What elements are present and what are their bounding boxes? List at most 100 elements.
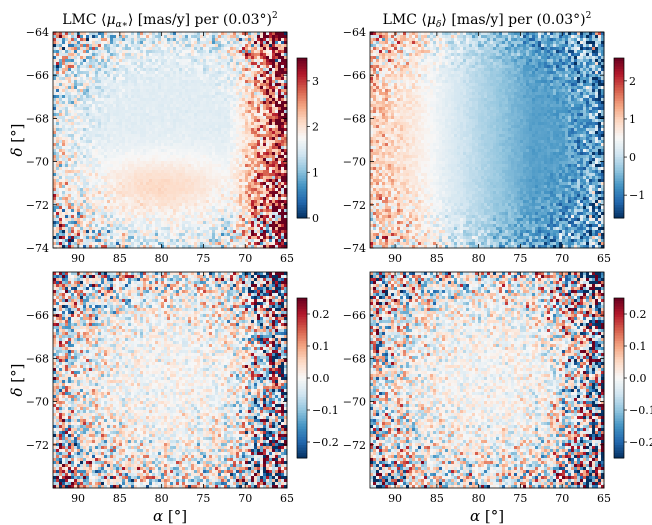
heatmap-cell — [92, 95, 96, 99]
heatmap-cell — [71, 158, 75, 162]
heatmap-cell — [158, 41, 162, 45]
heatmap-cell — [248, 74, 252, 78]
heatmap-cell — [272, 47, 276, 51]
heatmap-cell — [125, 173, 129, 177]
heatmap-cell — [83, 119, 87, 123]
heatmap-cell — [74, 173, 78, 177]
heatmap-cell — [113, 137, 117, 141]
heatmap-cell — [170, 89, 174, 93]
heatmap-cell — [92, 101, 96, 105]
heatmap-cell — [278, 185, 282, 189]
heatmap-cell — [233, 212, 237, 216]
heatmap-cell — [152, 47, 156, 51]
heatmap-cell — [119, 215, 123, 219]
heatmap-cell — [125, 143, 129, 147]
heatmap-cell — [134, 185, 138, 189]
heatmap-cell — [173, 134, 177, 138]
heatmap-cell — [56, 86, 60, 90]
heatmap-cell — [209, 44, 213, 48]
heatmap-cell — [86, 146, 90, 150]
heatmap-cell — [173, 215, 177, 219]
heatmap-cell — [245, 200, 249, 204]
heatmap-cell — [182, 221, 186, 225]
heatmap-cell — [215, 86, 219, 90]
heatmap-cell — [224, 158, 228, 162]
heatmap-cell — [77, 152, 81, 156]
heatmap-cell — [146, 203, 150, 207]
heatmap-cell — [134, 137, 138, 141]
heatmap-cell — [146, 125, 150, 129]
heatmap-cell — [119, 179, 123, 183]
heatmap-cell — [230, 98, 234, 102]
heatmap-cell — [53, 65, 57, 69]
heatmap-cell — [77, 131, 81, 135]
heatmap-cell — [203, 32, 207, 36]
heatmap-cell — [167, 185, 171, 189]
heatmap-cell — [203, 158, 207, 162]
heatmap-cell — [248, 107, 252, 111]
heatmap-cell — [239, 212, 243, 216]
heatmap-cell — [146, 44, 150, 48]
heatmap-cell — [212, 161, 216, 165]
heatmap-cell — [254, 35, 258, 39]
heatmap-cell — [182, 110, 186, 114]
heatmap-cell — [257, 206, 261, 210]
heatmap-cell — [158, 119, 162, 123]
heatmap-cell — [269, 128, 273, 132]
heatmap-cell — [221, 122, 225, 126]
heatmap-cell — [230, 83, 234, 87]
heatmap-cell — [284, 140, 288, 144]
heatmap-cell — [200, 68, 204, 72]
heatmap-cell — [203, 71, 207, 75]
heatmap-cell — [206, 221, 210, 225]
heatmap-cell — [86, 59, 90, 63]
heatmap-cell — [161, 149, 165, 153]
heatmap-cell — [206, 86, 210, 90]
heatmap-cell — [125, 68, 129, 72]
heatmap-cell — [68, 164, 72, 168]
heatmap-cell — [164, 95, 168, 99]
heatmap-cell — [239, 209, 243, 213]
heatmap-cell — [242, 50, 246, 54]
heatmap-cell — [278, 80, 282, 84]
heatmap-cell — [281, 197, 285, 201]
heatmap-cell — [131, 50, 135, 54]
heatmap-cell — [140, 98, 144, 102]
heatmap-cell — [203, 128, 207, 132]
heatmap-cell — [116, 212, 120, 216]
heatmap-cell — [179, 155, 183, 159]
heatmap-cell — [146, 194, 150, 198]
heatmap-cell — [62, 80, 66, 84]
heatmap-cell — [185, 113, 189, 117]
heatmap-cell — [125, 113, 129, 117]
heatmap-cell — [92, 32, 96, 36]
heatmap-cell — [53, 116, 57, 120]
heatmap-cell — [227, 134, 231, 138]
heatmap-cell — [254, 143, 258, 147]
heatmap-cell — [284, 92, 288, 96]
heatmap-cell — [146, 149, 150, 153]
heatmap-cell — [74, 155, 78, 159]
heatmap-cell — [233, 80, 237, 84]
heatmap-cell — [86, 149, 90, 153]
heatmap-cell — [197, 182, 201, 186]
heatmap-cell — [206, 131, 210, 135]
heatmap-cell — [113, 101, 117, 105]
heatmap-cell — [212, 143, 216, 147]
heatmap-cell — [131, 41, 135, 45]
heatmap-cell — [98, 197, 102, 201]
heatmap-cell — [155, 107, 159, 111]
heatmap-cell — [260, 104, 264, 108]
heatmap-cell — [92, 107, 96, 111]
heatmap-cell — [155, 101, 159, 105]
heatmap-cell — [266, 122, 270, 126]
heatmap-cell — [161, 197, 165, 201]
heatmap-cell — [128, 155, 132, 159]
heatmap-cell — [71, 155, 75, 159]
heatmap-cell — [122, 131, 126, 135]
heatmap-cell — [134, 167, 138, 171]
heatmap-cell — [167, 104, 171, 108]
heatmap-cell — [173, 50, 177, 54]
heatmap-cell — [278, 83, 282, 87]
heatmap-cell — [116, 95, 120, 99]
